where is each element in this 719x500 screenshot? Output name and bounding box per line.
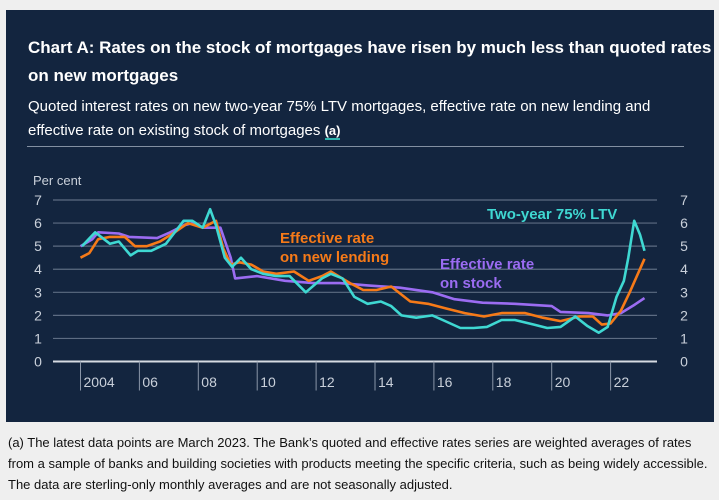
y-tick-label-left: 7 — [34, 192, 42, 208]
y-tick-label-left: 5 — [34, 238, 42, 254]
series-label-quoted: Two-year 75% LTV — [487, 206, 617, 223]
x-tick-label: 12 — [319, 374, 335, 390]
x-tick-label: 22 — [614, 374, 630, 390]
footnote-ref-link[interactable]: (a) — [324, 123, 341, 140]
series-line-stock — [79, 221, 646, 317]
x-tick-label: 2004 — [84, 374, 115, 390]
y-tick-label-right: 5 — [680, 238, 688, 254]
y-tick-label-right: 1 — [680, 330, 688, 346]
x-tick-label: 10 — [260, 374, 276, 390]
y-tick-label-right: 7 — [680, 192, 688, 208]
y-tick-label-right: 3 — [680, 284, 688, 300]
x-tick-label: 18 — [496, 374, 512, 390]
x-tick-label: 14 — [378, 374, 394, 390]
y-tick-label-left: 6 — [34, 215, 42, 231]
footnote: (a) The latest data points are March 202… — [8, 435, 708, 492]
series-label-stock: Effective rate — [440, 256, 534, 273]
y-tick-label-left: 4 — [34, 261, 42, 277]
y-tick-label-right: 0 — [680, 354, 688, 370]
x-tick-label: 08 — [201, 374, 217, 390]
y-tick-label-left: 1 — [34, 330, 42, 346]
x-tick-label: 16 — [437, 374, 453, 390]
subtitle-text: Quoted interest rates on new two-year 75… — [28, 98, 651, 139]
series-label-stock: on stock — [440, 275, 502, 292]
series-label-new_lending: Effective rate — [280, 230, 374, 247]
y-tick-label-left: 2 — [34, 307, 42, 323]
y-tick-label-right: 4 — [680, 261, 688, 277]
y-tick-label-right: 2 — [680, 307, 688, 323]
y-tick-label-left: 3 — [34, 284, 42, 300]
separator — [27, 146, 684, 147]
chart-panel — [6, 10, 714, 422]
series-label-new_lending: on new lending — [280, 249, 389, 266]
series-line-new_lending — [79, 219, 646, 326]
series-line-quoted — [81, 207, 646, 334]
y-tick-label-left: 0 — [34, 354, 42, 370]
y-tick-label-right: 6 — [680, 215, 688, 231]
y-axis-label: Per cent — [33, 173, 82, 188]
chart-subtitle: Quoted interest rates on new two-year 75… — [28, 95, 668, 143]
chart-title: Chart A: Rates on the stock of mortgages… — [28, 38, 712, 85]
x-tick-label: 06 — [142, 374, 158, 390]
x-tick-label: 20 — [555, 374, 571, 390]
